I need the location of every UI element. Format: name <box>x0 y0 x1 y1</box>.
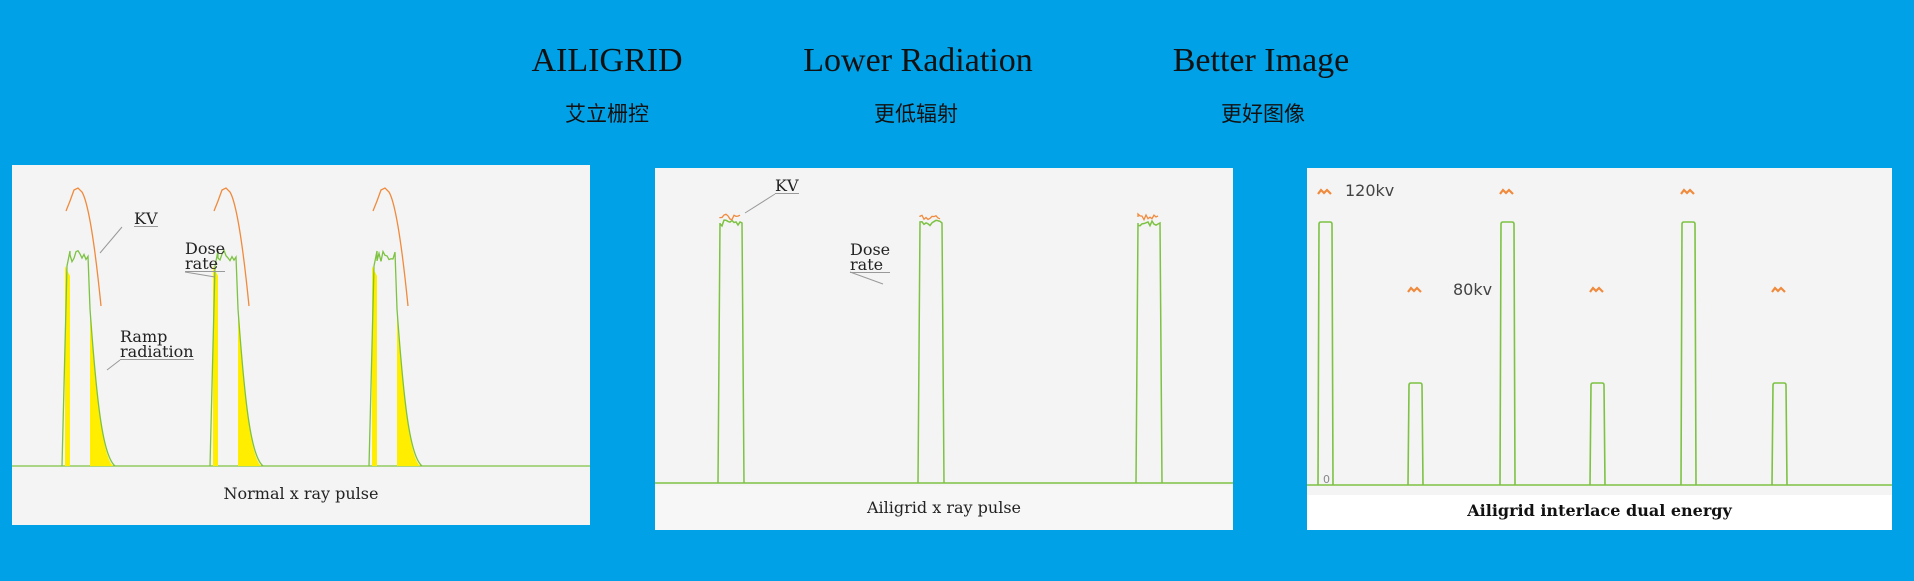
kv-leader-line <box>100 227 122 253</box>
kv-marker <box>1681 190 1694 194</box>
kv-marker <box>1318 190 1331 194</box>
dose-rate-label: Dose rate <box>850 242 890 273</box>
dose-rate-label: Dose rate <box>185 241 225 272</box>
subheading-ailigrid: 艾立栅控 <box>565 98 649 128</box>
kv-label: KV <box>775 178 799 194</box>
heading-better-image: Better Image <box>1173 42 1350 80</box>
kv-trace <box>720 214 740 219</box>
ailigrid-pulse-diagram <box>655 168 1233 530</box>
kv-marker <box>1590 288 1603 292</box>
dose-rate-pulse <box>1136 221 1162 483</box>
axis-zero-label: 0 <box>1323 473 1330 486</box>
kv-trace <box>1138 214 1158 220</box>
dose-rate-pulse <box>718 220 744 483</box>
kv-marker <box>1500 190 1513 194</box>
dual-energy-panel: 120kv 80kv 0 Ailigrid interlace dual ene… <box>1307 168 1892 530</box>
dose-rate-pulse <box>1408 383 1423 485</box>
subheading-better-image: 更好图像 <box>1221 98 1305 128</box>
kv-marker <box>1772 288 1785 292</box>
high-kv-label: 120kv <box>1345 181 1394 200</box>
ramp-radiation-fill <box>397 309 420 466</box>
ramp-radiation-label: Ramp radiation <box>120 329 194 360</box>
kv-trace <box>920 215 940 219</box>
normal-pulse-panel: KV Dose rate Ramp radiation Normal x ray p… <box>12 165 590 525</box>
low-kv-label: 80kv <box>1453 280 1492 299</box>
kv-leader-line <box>745 194 775 213</box>
heading-lower-radiation: Lower Radiation <box>803 42 1032 80</box>
ramp-radiation-fill <box>90 309 113 466</box>
dose-rate-pulse <box>1500 222 1515 485</box>
kv-curve <box>373 188 408 306</box>
normal-pulse-diagram <box>12 165 590 525</box>
panel-caption: Normal x ray pulse <box>12 484 590 503</box>
dose-rate-pulse <box>1772 383 1787 485</box>
kv-marker <box>1408 288 1421 292</box>
heading-ailigrid: AILIGRID <box>531 42 682 80</box>
dose-rate-pulse <box>918 220 944 483</box>
ailigrid-pulse-panel: KV Dose rate Ailigrid x ray pulse <box>655 168 1233 530</box>
ramp-radiation-fill <box>238 309 261 466</box>
panel-caption: Ailigrid x ray pulse <box>655 498 1233 517</box>
panel-caption: Ailigrid interlace dual energy <box>1307 495 1892 530</box>
dose-rate-label-line2: rate <box>850 257 890 273</box>
dose-rate-pulse <box>1318 222 1333 485</box>
dual-energy-diagram <box>1307 168 1892 530</box>
kv-label: KV <box>134 211 158 227</box>
kv-curve <box>66 188 101 306</box>
dose-rate-label-line2: rate <box>185 256 225 272</box>
ramp-leader-line <box>107 360 120 370</box>
ramp-label-line2: radiation <box>120 344 194 360</box>
subheading-lower-radiation: 更低辐射 <box>874 98 958 128</box>
dose-rate-pulse <box>1681 222 1696 485</box>
dose-rate-pulse <box>1590 383 1605 485</box>
